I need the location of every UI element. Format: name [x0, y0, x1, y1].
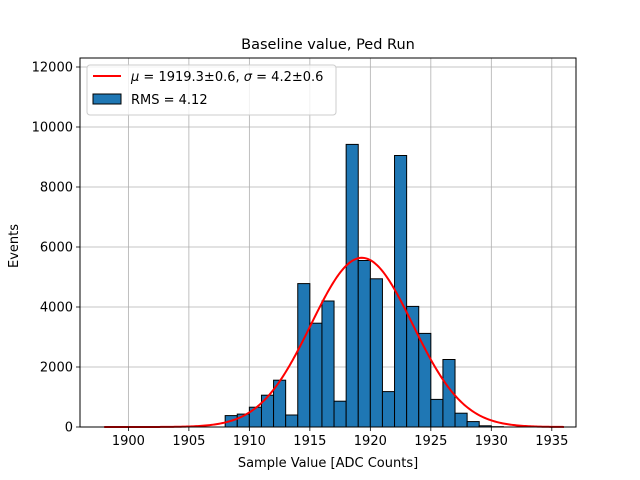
- x-tick-label: 1930: [475, 434, 508, 449]
- y-tick-label: 6000: [40, 241, 73, 256]
- grid: [80, 58, 576, 428]
- histogram-bar: [381, 391, 396, 428]
- y-tick-label: 8000: [40, 181, 73, 196]
- histogram-bars: [224, 143, 504, 428]
- x-tick-label: 1905: [172, 434, 205, 449]
- histogram-bar: [333, 400, 347, 428]
- y-tick-label: 10000: [32, 121, 73, 136]
- histogram-bar: [454, 412, 468, 428]
- x-tick-label: 1935: [535, 434, 568, 449]
- histogram-bar: [321, 300, 335, 428]
- y-tick-label: 2000: [40, 361, 73, 376]
- plot-frame: [79, 57, 577, 428]
- legend: μ = 1919.3±0.6, σ = 4.2±0.6 RMS = 4.12: [86, 64, 337, 116]
- chart-title: Baseline value, Ped Run: [241, 37, 415, 53]
- histogram-bar: [297, 283, 311, 428]
- histogram-bar: [430, 398, 444, 428]
- x-tick-label: 1925: [414, 434, 447, 449]
- histogram-bar: [285, 414, 299, 428]
- legend-fit-label: μ = 1919.3±0.6, σ = 4.2±0.6: [130, 70, 323, 85]
- histogram-bar: [466, 421, 480, 428]
- histogram-bar: [357, 260, 371, 428]
- x-tick-label: 1910: [233, 434, 266, 449]
- legend-rms-label: RMS = 4.12: [131, 93, 208, 108]
- y-tick-label: 4000: [40, 301, 73, 316]
- legend-box: [86, 64, 337, 116]
- x-tick-label: 1915: [293, 434, 326, 449]
- legend-rms-swatch: [92, 93, 122, 105]
- y-axis-title: Events: [7, 224, 22, 268]
- x-tick-label: 1900: [112, 434, 145, 449]
- axis-ticks: 1900 1905 1910 1915 1920 1925 1930 1935 0 2000 400…: [32, 61, 569, 450]
- y-tick-label: 12000: [32, 61, 73, 76]
- y-tick-label: 0: [65, 421, 73, 436]
- x-tick-label: 1920: [354, 434, 387, 449]
- histogram-bar: [369, 278, 383, 428]
- x-axis-title: Sample Value [ADC Counts]: [238, 456, 418, 471]
- histogram-bar: [309, 322, 323, 428]
- histogram-bar: [345, 143, 359, 428]
